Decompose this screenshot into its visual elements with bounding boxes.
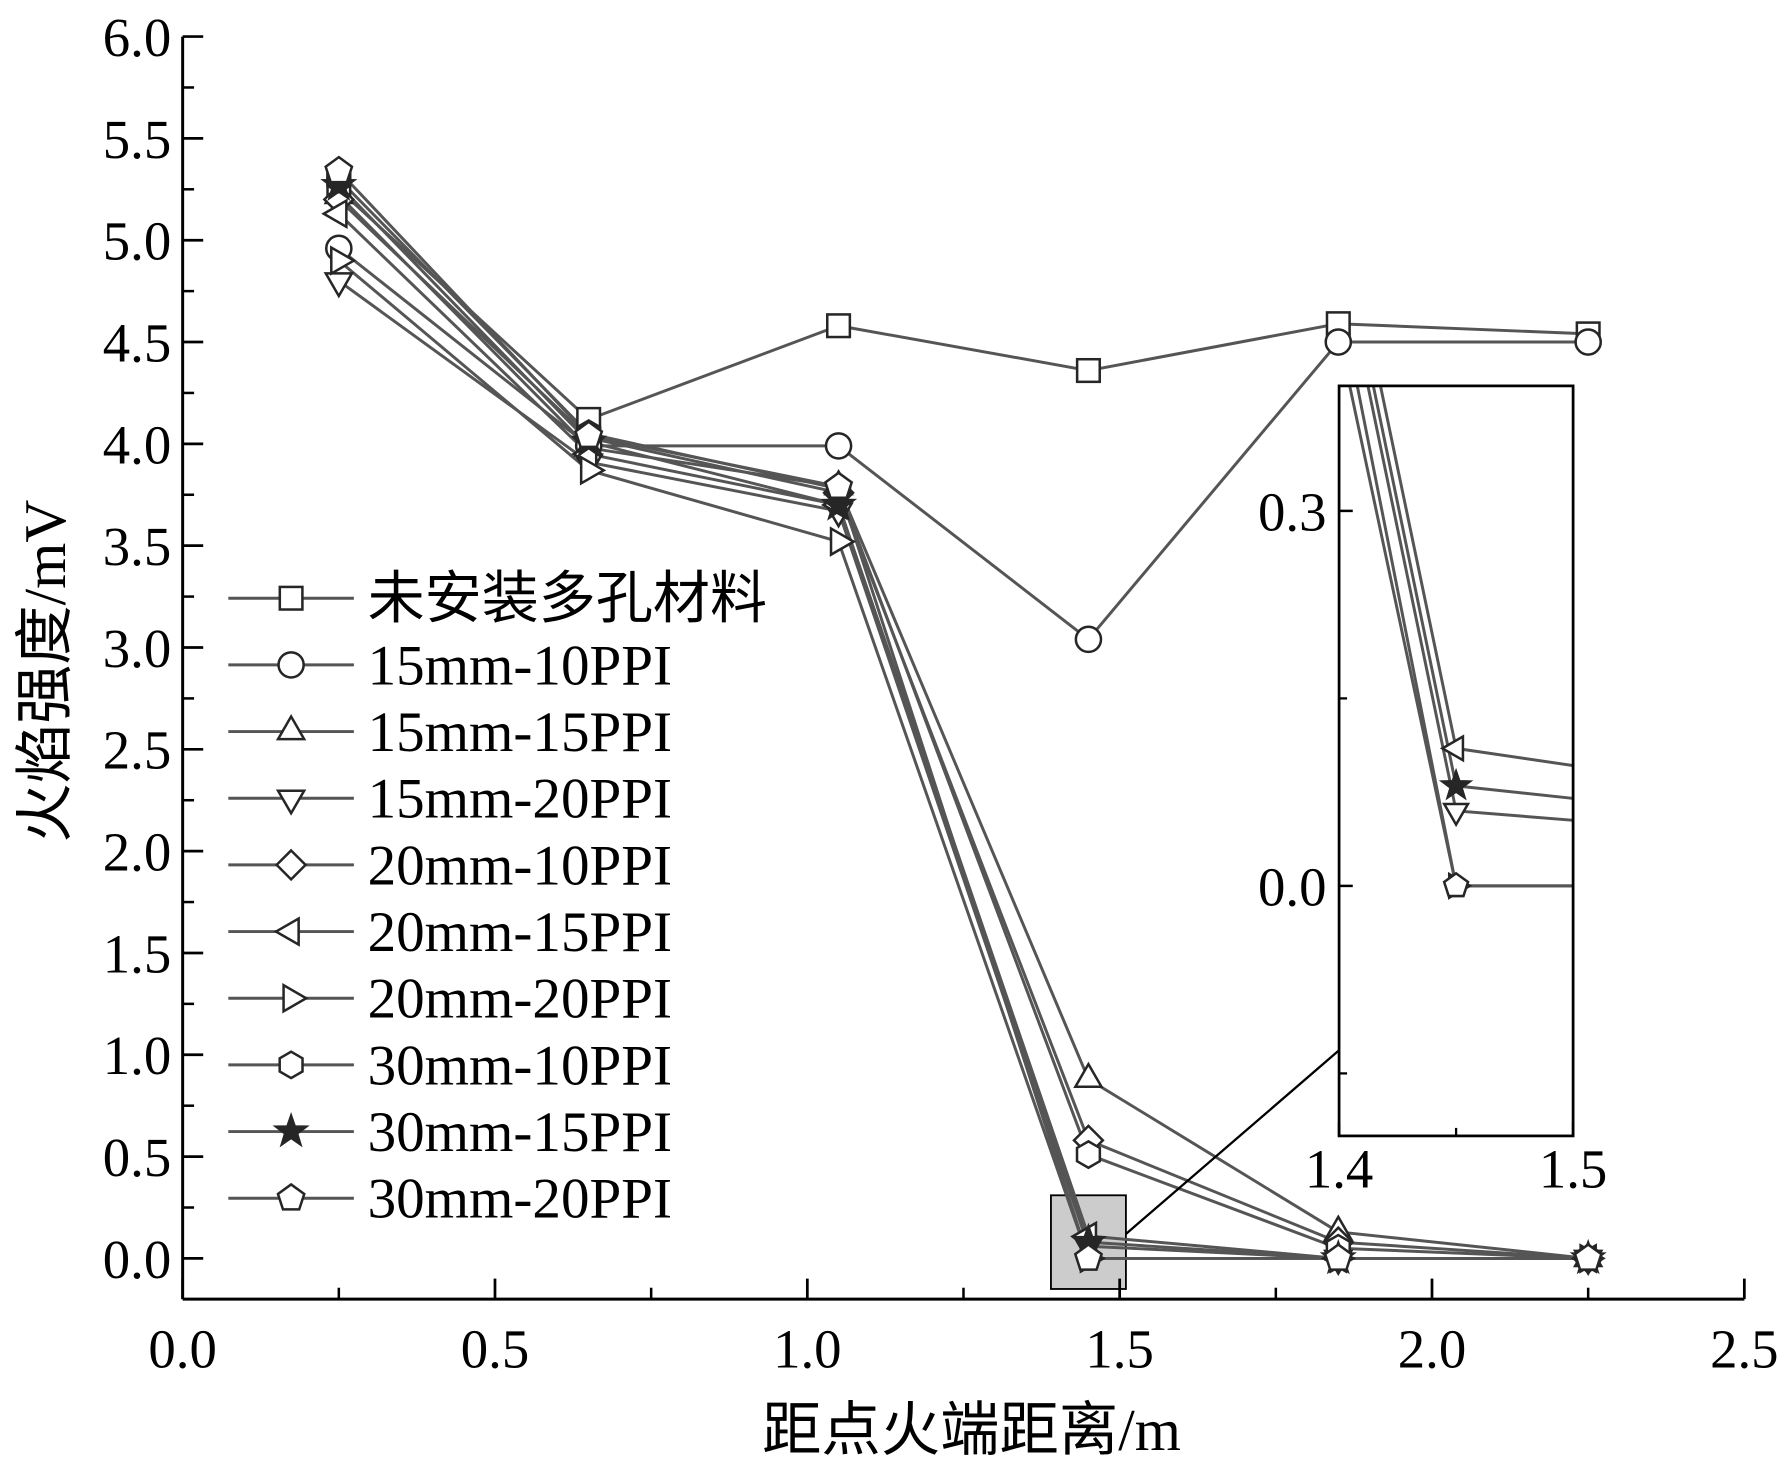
circle-marker — [1324, 328, 1353, 356]
axes: 0.0 0.5 1.0 1.5 2.0 2.5 3.0 3.5 4.0 4.5 5.0 5.5 6.0 0… — [103, 7, 1779, 1380]
legend-entry: 15mm-15PPI — [228, 701, 672, 764]
legend-entry: 15mm-20PPI — [228, 768, 672, 831]
x-tick-label: 2.0 — [1398, 1319, 1466, 1380]
legend-entry: 未安装多孔材料 — [228, 568, 767, 631]
legend-label: 15mm-10PPI — [368, 634, 672, 697]
y-tick-label: 1.5 — [103, 923, 171, 984]
series-line — [337, 169, 1589, 1260]
inset-x-tick-label: 1.5 — [1539, 1138, 1607, 1199]
legend-label: 20mm-10PPI — [368, 834, 672, 897]
y-tick-label: 3.5 — [103, 516, 171, 577]
x-tick-label: 2.5 — [1710, 1319, 1778, 1380]
square-marker — [826, 313, 852, 339]
series-lines — [337, 169, 1589, 1260]
triangle-left-marker — [273, 916, 300, 947]
pentagon-marker — [1073, 1243, 1104, 1271]
legend-entry: 20mm-20PPI — [228, 968, 672, 1031]
x-tick-label: 0.0 — [148, 1319, 216, 1380]
legend-label: 30mm-10PPI — [368, 1034, 672, 1097]
triangle-right-marker — [579, 455, 607, 486]
y-tick-label: 4.0 — [103, 414, 171, 475]
pentagon-marker — [1442, 871, 1470, 898]
series-line — [337, 194, 1589, 1260]
star-marker — [320, 165, 358, 202]
y-tick-label: 2.0 — [103, 822, 171, 883]
y-tick-label: 0.5 — [103, 1127, 171, 1188]
circle-marker — [277, 651, 305, 679]
legend-label: 15mm-15PPI — [368, 701, 672, 764]
pentagon-marker — [1323, 1243, 1353, 1271]
triangle-down-marker — [275, 789, 307, 816]
legend-entry: 30mm-20PPI — [228, 1168, 672, 1231]
circle-marker — [1074, 625, 1103, 654]
inset-plot: 0.0 0.3 1.4 1.5 — [1125, 384, 1607, 1235]
legend-entry: 30mm-15PPI — [228, 1101, 672, 1164]
y-tick-label: 2.5 — [103, 720, 171, 781]
x-tick-label: 1.0 — [773, 1319, 841, 1380]
series-markers — [320, 155, 1607, 1277]
pentagon-marker — [324, 155, 354, 184]
hexagon-marker — [278, 1050, 304, 1080]
pentagon-marker — [823, 471, 854, 500]
triangle-up-marker — [275, 713, 307, 741]
y-tick-label: 6.0 — [103, 7, 171, 68]
y-tick-label: 4.5 — [103, 312, 171, 373]
star-marker — [819, 485, 858, 521]
hexagon-marker — [1075, 1139, 1102, 1170]
zoom-connector-line — [1125, 1049, 1340, 1235]
triangle-up-marker — [1073, 1061, 1104, 1089]
legend-label: 15mm-20PPI — [368, 768, 672, 831]
square-marker — [278, 585, 304, 611]
y-tick-label: 5.5 — [103, 109, 171, 170]
y-tick-label: 0.0 — [103, 1229, 171, 1290]
circle-marker — [1574, 328, 1602, 356]
y-tick-label: 3.0 — [103, 618, 171, 679]
legend-label: 20mm-20PPI — [368, 968, 672, 1031]
legend-entry: 20mm-15PPI — [228, 901, 672, 964]
pentagon-marker — [1573, 1243, 1603, 1271]
pentagon-marker — [574, 420, 604, 449]
inset-x-tick-label: 1.4 — [1305, 1138, 1373, 1199]
pentagon-marker — [276, 1182, 306, 1211]
legend-label: 未安装多孔材料 — [368, 568, 767, 631]
diamond-marker — [274, 848, 308, 882]
star-marker — [1438, 767, 1474, 801]
star-marker — [272, 1112, 310, 1148]
inset-plot-area — [1348, 385, 1574, 900]
triangle-down-marker — [1442, 802, 1471, 828]
x-axis-label: 距点火端距离/m — [762, 1397, 1181, 1463]
square-marker — [1075, 357, 1101, 384]
legend: 未安装多孔材料15mm-10PPI15mm-15PPI15mm-20PPI20m… — [228, 568, 767, 1231]
legend-entry: 30mm-10PPI — [228, 1034, 672, 1097]
legend-label: 20mm-15PPI — [368, 901, 672, 964]
inset-y-tick-label: 0.0 — [1258, 856, 1326, 917]
x-tick-label: 0.5 — [461, 1319, 529, 1380]
triangle-left-marker — [1439, 734, 1465, 763]
triangle-right-marker — [330, 245, 357, 276]
y-axis-label: 火焰强度/mV — [12, 500, 78, 843]
series-line — [337, 188, 1589, 421]
legend-label: 30mm-20PPI — [368, 1168, 672, 1231]
x-tick-label: 1.5 — [1085, 1319, 1153, 1380]
triangle-left-marker — [321, 198, 348, 229]
legend-entry: 15mm-10PPI — [228, 634, 672, 697]
circle-marker — [824, 432, 853, 460]
y-tick-label: 1.0 — [103, 1025, 171, 1086]
inset-y-tick-label: 0.3 — [1258, 481, 1326, 542]
legend-label: 30mm-15PPI — [368, 1101, 672, 1164]
triangle-right-marker — [829, 526, 857, 557]
legend-entry: 20mm-10PPI — [228, 834, 672, 897]
triangle-down-marker — [323, 272, 355, 299]
y-tick-label: 5.0 — [103, 211, 171, 272]
triangle-right-marker — [282, 983, 309, 1014]
